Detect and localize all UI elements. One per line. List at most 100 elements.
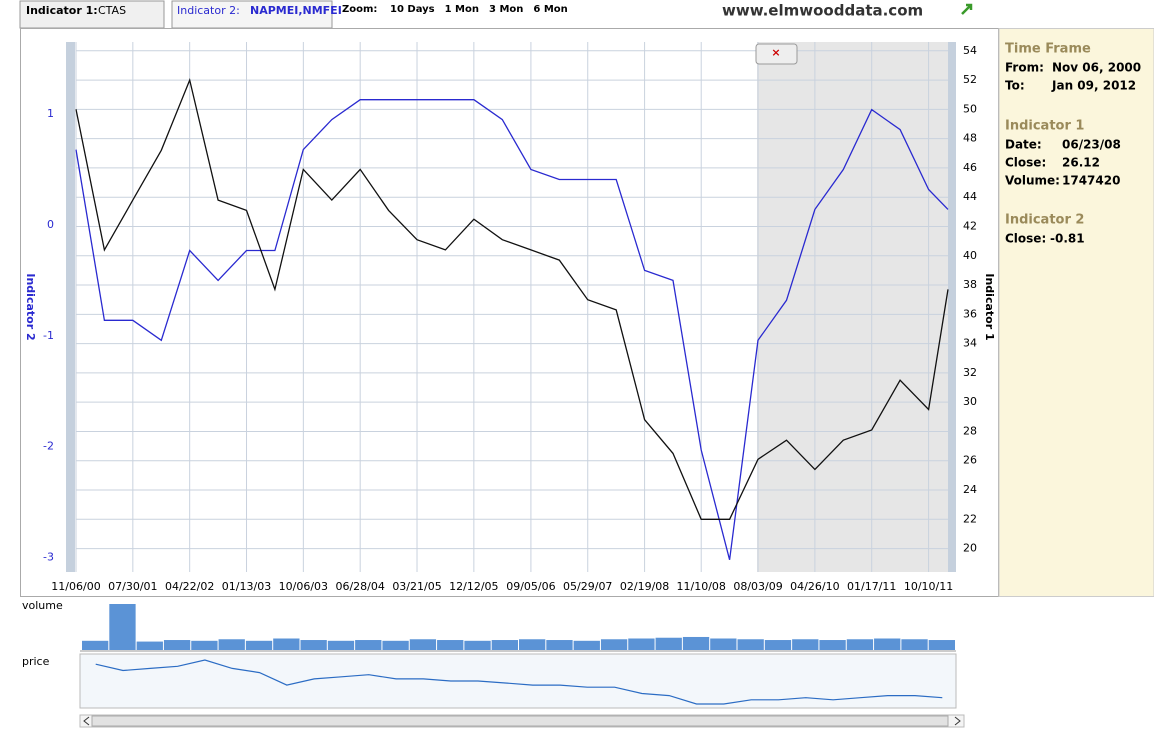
volume-bar bbox=[464, 640, 491, 650]
zoom-option[interactable]: 1 Mon bbox=[445, 4, 479, 15]
series-line bbox=[75, 99, 949, 560]
y-tick-label: 1 bbox=[47, 107, 54, 120]
volume-bar bbox=[655, 637, 682, 650]
info-label: Volume: bbox=[1005, 174, 1060, 188]
tab-indicator1[interactable] bbox=[19, 0, 165, 29]
volume-bar bbox=[218, 639, 245, 650]
volume-bar bbox=[819, 640, 846, 650]
zoom-option[interactable]: 10 Days bbox=[390, 4, 435, 15]
price-panel bbox=[79, 653, 957, 709]
y2-axis-label: Indicator 1 bbox=[983, 273, 996, 340]
volume-bar bbox=[600, 639, 628, 650]
info-value: Jan 09, 2012 bbox=[1051, 79, 1136, 93]
y2-tick-label: 48 bbox=[963, 132, 977, 145]
volume-bar bbox=[136, 641, 163, 650]
tab-indicator2[interactable] bbox=[171, 0, 333, 29]
series-line bbox=[75, 77, 949, 520]
volume-bar bbox=[737, 639, 764, 650]
navigator bbox=[82, 604, 955, 705]
y2-tick-label: 40 bbox=[963, 249, 977, 262]
site-name: www.elmwooddata.com bbox=[722, 2, 923, 20]
info-value: Nov 06, 2000 bbox=[1052, 61, 1141, 75]
y2-tick-label: 20 bbox=[963, 542, 977, 555]
y2-tick-label: 46 bbox=[963, 161, 977, 174]
y2-tick-label: 34 bbox=[963, 337, 977, 350]
volume-label: volume bbox=[22, 599, 63, 612]
x-tick-label: 10/10/11 bbox=[904, 580, 953, 593]
scroll-right[interactable] bbox=[954, 716, 961, 726]
volume-bar bbox=[491, 640, 518, 650]
x-tick-label: 03/21/05 bbox=[392, 580, 441, 593]
volume-bar bbox=[846, 639, 874, 650]
volume-bar bbox=[874, 638, 901, 650]
info-label: To: bbox=[1005, 79, 1025, 93]
x-tick-label: 01/17/11 bbox=[847, 580, 896, 593]
volume-bar bbox=[327, 640, 355, 650]
zoom-option[interactable]: 3 Mon bbox=[489, 4, 523, 15]
x-tick-label: 08/03/09 bbox=[733, 580, 782, 593]
volume-bar bbox=[928, 640, 955, 650]
volume-bar bbox=[191, 640, 218, 650]
tab-value: CTAS bbox=[98, 4, 126, 17]
y2-tick-label: 38 bbox=[963, 278, 977, 291]
scroll-left[interactable] bbox=[83, 716, 90, 726]
info-label: Date: bbox=[1005, 138, 1042, 152]
volume-bar bbox=[109, 604, 136, 650]
volume-bar bbox=[82, 640, 109, 650]
volume-bar bbox=[245, 640, 273, 650]
info-value: 06/23/08 bbox=[1062, 138, 1121, 152]
y2-tick-label: 52 bbox=[963, 73, 977, 86]
x-tick-label: 06/28/04 bbox=[335, 580, 384, 593]
x-tick-label: 09/05/06 bbox=[506, 580, 555, 593]
volume-bar bbox=[355, 640, 382, 650]
x-tick-label: 04/26/10 bbox=[790, 580, 839, 593]
volume-bar bbox=[573, 640, 600, 650]
right-handle[interactable] bbox=[948, 42, 956, 572]
x-tick-label: 01/13/03 bbox=[222, 580, 271, 593]
y2-tick-label: 24 bbox=[963, 483, 977, 496]
x-tick-label: 02/19/08 bbox=[620, 580, 669, 593]
y2-tick-label: 54 bbox=[963, 44, 977, 57]
y2-tick-label: 32 bbox=[963, 366, 977, 379]
y2-tick-label: 22 bbox=[963, 512, 977, 525]
zoom-label: Zoom: bbox=[342, 4, 377, 15]
volume-bar bbox=[300, 640, 327, 650]
volume-bar bbox=[437, 640, 464, 650]
zoom-options: 10 Days 1 Mon 3 Mon 6 Mon bbox=[390, 4, 568, 15]
info-title: Time Frame bbox=[1005, 42, 1091, 57]
info-value: -0.81 bbox=[1050, 232, 1085, 246]
volume-bar bbox=[710, 638, 737, 650]
export-icon[interactable] bbox=[961, 3, 973, 15]
scroll-thumb[interactable] bbox=[91, 715, 949, 727]
info-label: Close: bbox=[1005, 232, 1046, 246]
y2-tick-label: 26 bbox=[963, 454, 977, 467]
volume-bar bbox=[792, 639, 819, 650]
y-tick-label: -1 bbox=[43, 329, 54, 342]
info-label: Close: bbox=[1005, 156, 1046, 170]
x-tick-label: 12/12/05 bbox=[449, 580, 498, 593]
left-handle[interactable] bbox=[66, 42, 75, 572]
x-tick-label: 11/10/08 bbox=[677, 580, 726, 593]
tab-value: NAPMEI,NMFEI bbox=[250, 4, 342, 17]
zoom-option[interactable]: 6 Mon bbox=[533, 4, 567, 15]
x-tick-label: 11/06/00 bbox=[51, 580, 100, 593]
y-tick-label: -3 bbox=[43, 551, 54, 564]
y2-tick-label: 36 bbox=[963, 307, 977, 320]
x-tick-label: 05/29/07 bbox=[563, 580, 612, 593]
x-tick-label: 10/06/03 bbox=[279, 580, 328, 593]
info-title: Indicator 2 bbox=[1005, 213, 1084, 228]
selection-close-label: × bbox=[771, 46, 780, 59]
price-label: price bbox=[22, 655, 50, 668]
volume-bar bbox=[273, 638, 300, 650]
info-title: Indicator 1 bbox=[1005, 119, 1084, 134]
info: Time Frame From: Nov 06, 2000 To: Jan 09… bbox=[1005, 42, 1141, 246]
selection-close[interactable] bbox=[755, 43, 798, 65]
volume-bar bbox=[409, 639, 437, 650]
volume-bar bbox=[682, 636, 710, 650]
selection-shade bbox=[757, 42, 948, 572]
volume-bar bbox=[382, 640, 409, 650]
price-line bbox=[95, 659, 943, 705]
y2-tick-label: 30 bbox=[963, 395, 977, 408]
